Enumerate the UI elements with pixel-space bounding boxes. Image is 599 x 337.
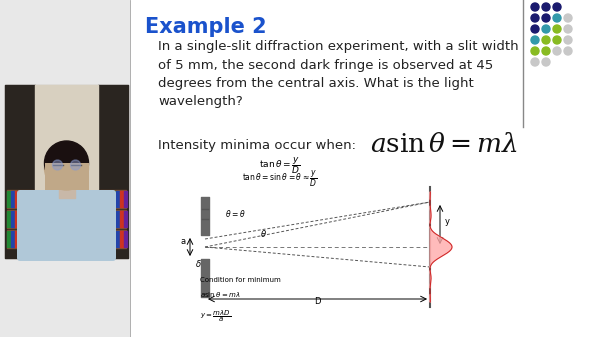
Circle shape (542, 25, 550, 33)
Circle shape (531, 14, 539, 22)
Circle shape (564, 14, 572, 22)
Circle shape (553, 36, 561, 44)
Circle shape (564, 36, 572, 44)
Circle shape (531, 47, 539, 55)
Circle shape (44, 141, 89, 185)
Text: $\tan\theta = \sin\theta = \theta \approx \dfrac{y}{D}$: $\tan\theta = \sin\theta = \theta \appro… (242, 169, 318, 189)
Circle shape (53, 160, 62, 170)
FancyBboxPatch shape (17, 190, 116, 261)
Circle shape (542, 36, 550, 44)
Text: Condition for minimum
$a\sin\theta = m\lambda$
$y = \dfrac{m\lambda D}{a}$: Condition for minimum $a\sin\theta = m\l… (200, 277, 281, 324)
Circle shape (542, 58, 550, 66)
Circle shape (44, 146, 89, 190)
Circle shape (531, 3, 539, 11)
Circle shape (542, 3, 550, 11)
FancyBboxPatch shape (0, 0, 131, 337)
Circle shape (564, 25, 572, 33)
Text: In a single-slit diffraction experiment, with a slit width
of 5 mm, the second d: In a single-slit diffraction experiment,… (158, 40, 519, 109)
Text: Intensity minima occur when:: Intensity minima occur when: (158, 139, 356, 152)
Text: Example 2: Example 2 (145, 17, 267, 37)
Circle shape (553, 25, 561, 33)
Text: y: y (445, 217, 450, 226)
Circle shape (564, 47, 572, 55)
Circle shape (531, 58, 539, 66)
Text: $a\sin\theta = m\lambda$: $a\sin\theta = m\lambda$ (370, 132, 518, 158)
Circle shape (553, 14, 561, 22)
Circle shape (531, 25, 539, 33)
Text: $\theta = \theta$: $\theta = \theta$ (225, 208, 246, 219)
Circle shape (542, 47, 550, 55)
Text: $\tan\theta = \dfrac{y}{D}$: $\tan\theta = \dfrac{y}{D}$ (259, 155, 301, 176)
Text: $\theta$: $\theta$ (260, 228, 267, 239)
Circle shape (542, 14, 550, 22)
Text: a: a (180, 237, 186, 246)
Circle shape (531, 36, 539, 44)
Circle shape (71, 160, 80, 170)
Text: $\delta$: $\delta$ (195, 258, 202, 269)
Circle shape (553, 3, 561, 11)
Text: D: D (314, 297, 320, 306)
FancyBboxPatch shape (44, 163, 89, 190)
Circle shape (553, 47, 561, 55)
